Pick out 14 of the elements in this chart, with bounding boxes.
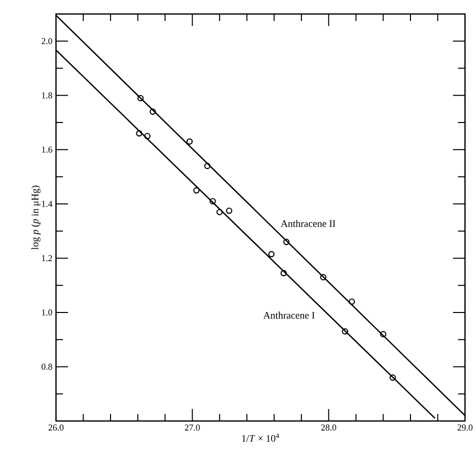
y-tick-label: 0.8 — [42, 364, 52, 370]
x-tick-label: 26.0 — [48, 424, 64, 431]
x-axis-title: 1/T × 10$^{4}$ — [242, 433, 280, 442]
y-tick-label: 1.4 — [42, 200, 52, 207]
series-label: Anthracene II — [280, 220, 336, 227]
series-label: Anthracene I — [263, 312, 315, 319]
y-tick-label: 1.2 — [42, 255, 52, 262]
x-tick-label: 28.0 — [321, 424, 336, 431]
x-tick-label: 29.0 — [458, 424, 473, 431]
y-tick-label: 1.6 — [42, 146, 52, 153]
x-tick-label: 27.0 — [184, 424, 200, 431]
y-tick-label: 2.0 — [42, 38, 52, 44]
y-tick-label: 1.8 — [42, 92, 52, 98]
y-tick-label: 1.0 — [42, 309, 52, 316]
